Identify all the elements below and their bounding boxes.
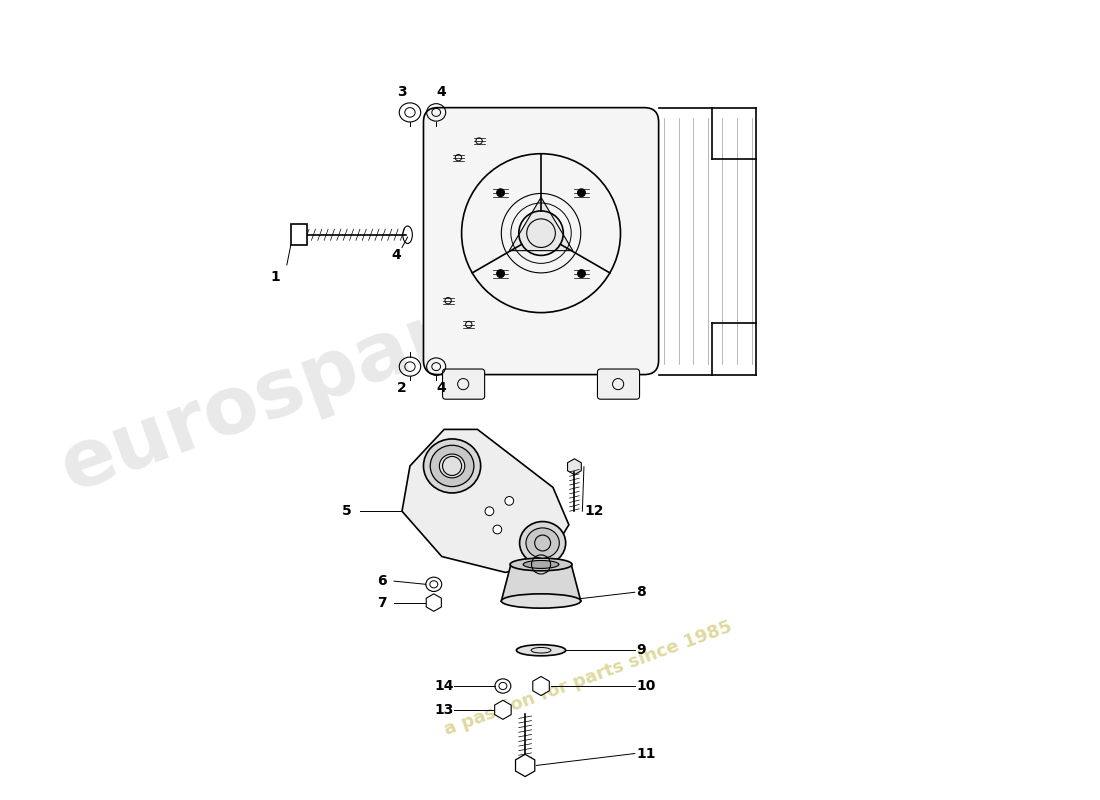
- Ellipse shape: [519, 522, 565, 565]
- Polygon shape: [509, 198, 573, 250]
- Text: 9: 9: [637, 643, 646, 658]
- Text: 5: 5: [341, 504, 351, 518]
- Text: a passion for parts since 1985: a passion for parts since 1985: [442, 618, 735, 738]
- FancyBboxPatch shape: [424, 108, 659, 374]
- FancyBboxPatch shape: [597, 369, 639, 399]
- Text: 14: 14: [434, 679, 453, 693]
- Text: 4: 4: [392, 249, 402, 262]
- Ellipse shape: [502, 594, 581, 608]
- Circle shape: [485, 507, 494, 515]
- Circle shape: [578, 270, 585, 278]
- FancyBboxPatch shape: [442, 369, 485, 399]
- FancyBboxPatch shape: [290, 225, 307, 245]
- Circle shape: [493, 525, 502, 534]
- Ellipse shape: [439, 454, 465, 478]
- Text: 13: 13: [434, 703, 453, 717]
- Ellipse shape: [430, 446, 474, 486]
- Text: 7: 7: [377, 595, 387, 610]
- Ellipse shape: [524, 561, 559, 569]
- Text: 6: 6: [377, 574, 387, 588]
- Text: 10: 10: [637, 679, 656, 693]
- Ellipse shape: [516, 645, 565, 656]
- Text: 3: 3: [397, 85, 407, 98]
- Polygon shape: [402, 430, 569, 572]
- Text: 2: 2: [397, 381, 407, 395]
- Text: 1: 1: [270, 270, 279, 284]
- Text: 11: 11: [637, 746, 656, 761]
- Text: 12: 12: [585, 504, 604, 518]
- Text: 4: 4: [437, 381, 447, 395]
- Text: 4: 4: [437, 85, 447, 98]
- Circle shape: [505, 497, 514, 506]
- Ellipse shape: [424, 439, 481, 493]
- Circle shape: [496, 270, 505, 278]
- Text: eurospares: eurospares: [50, 260, 556, 508]
- Circle shape: [578, 189, 585, 197]
- Polygon shape: [502, 565, 581, 601]
- Circle shape: [496, 189, 505, 197]
- Ellipse shape: [510, 558, 572, 571]
- Ellipse shape: [526, 528, 559, 558]
- Text: 8: 8: [637, 586, 646, 599]
